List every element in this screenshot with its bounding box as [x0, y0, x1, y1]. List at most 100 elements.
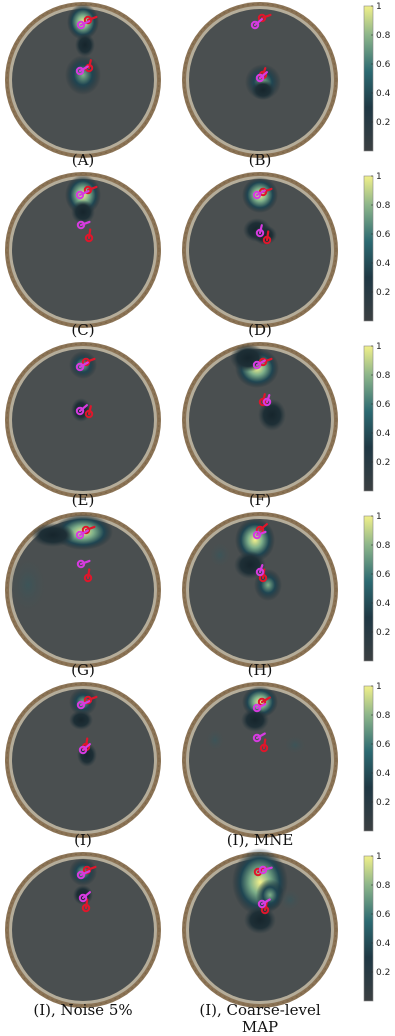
head-map-panel — [182, 172, 338, 328]
colorbar-tick-label: 0.4 — [376, 939, 391, 949]
estimate-marker — [252, 703, 262, 713]
true-source-marker — [81, 903, 91, 913]
brain-domain — [189, 179, 331, 321]
activity-blob — [75, 33, 95, 57]
estimate-marker — [75, 66, 85, 76]
head-map-panel — [5, 172, 161, 328]
estimate-marker — [75, 530, 85, 540]
colorbar-tick-label: 1 — [376, 172, 382, 182]
estimate-marker-stem — [78, 361, 89, 369]
brain-domain — [12, 179, 154, 321]
colorbar-tick-label: 0.6 — [376, 60, 391, 70]
panel-caption: (I), MNE — [226, 831, 294, 849]
colorbars: 10.80.60.40.210.80.60.40.210.80.60.40.21… — [363, 2, 391, 1002]
estimate-marker — [252, 190, 262, 200]
estimate-marker — [75, 362, 85, 372]
activity-blob — [251, 80, 275, 100]
colorbar-tick-label: 0.2 — [376, 288, 390, 298]
estimate-marker-stem — [255, 732, 266, 740]
head-map-panel — [5, 852, 161, 1008]
colorbar: 1 0.8 0.6 0.4 0.2 — [363, 2, 391, 152]
estimate-marker — [76, 20, 86, 30]
estimate-marker-stem — [258, 71, 268, 80]
colorbar-tick-label: 0.6 — [376, 230, 391, 240]
colorbar-tick-label: 0.4 — [376, 89, 391, 99]
panel-caption: (I), Coarse-level MAP — [199, 1001, 321, 1036]
estimate-marker-stem — [261, 866, 273, 872]
panel-grid — [5, 2, 338, 1008]
colorbar-tick-label: 0.4 — [376, 429, 391, 439]
colorbar-tick-label: 0.8 — [376, 31, 391, 41]
activity-blob — [258, 399, 286, 431]
colorbar-tick-label: 0.2 — [376, 968, 390, 978]
skull-texture — [183, 173, 337, 327]
true-source-marker-stem — [86, 695, 98, 702]
estimate-marker-stem — [253, 18, 263, 27]
head-map-panel — [182, 512, 338, 668]
estimate-marker — [76, 870, 86, 880]
estimate-marker-stem — [255, 359, 266, 367]
activity-blob — [65, 55, 101, 95]
estimate-marker — [252, 530, 262, 540]
colorbar-tick-label: 0.2 — [376, 118, 390, 128]
activity-blob — [77, 743, 97, 767]
colorbar-tick-label: 0.2 — [376, 458, 390, 468]
true-source-marker-stem — [260, 696, 271, 704]
estimate-marker — [76, 559, 86, 569]
brain-domain — [12, 519, 154, 661]
true-source-marker — [81, 357, 91, 367]
estimate-marker — [76, 700, 86, 710]
estimate-marker-stem — [78, 404, 88, 413]
estimate-marker-stem — [79, 559, 91, 566]
head-map-panel — [182, 2, 338, 158]
estimate-marker — [75, 190, 85, 200]
true-source-marker — [83, 185, 93, 195]
skull-texture — [6, 343, 160, 497]
estimate-marker — [255, 73, 265, 83]
colorbar-tick-label: 0.8 — [376, 711, 391, 721]
skull-texture — [183, 343, 337, 497]
colorbar: 1 0.8 0.6 0.4 0.2 — [363, 682, 391, 832]
panel-caption: (A) — [71, 151, 95, 169]
skull-texture — [6, 683, 160, 837]
colorbar-tick-label: 0.4 — [376, 259, 391, 269]
skull-texture — [6, 173, 160, 327]
head-map-panel — [5, 342, 161, 498]
head-map-panel — [5, 512, 161, 668]
colorbar-gradient — [363, 515, 374, 662]
colorbar: 1 0.8 0.6 0.4 0.2 — [363, 852, 391, 1002]
panel-caption: (H) — [247, 661, 273, 679]
true-source-marker — [259, 743, 269, 753]
colorbar-tick-label: 1 — [376, 512, 382, 522]
panel-caption: (I), Noise 5% — [33, 1001, 133, 1019]
true-source-marker-stem — [84, 737, 89, 749]
true-source-marker-stem — [84, 898, 89, 910]
activity-blob — [241, 708, 269, 732]
activity-blob — [230, 344, 266, 372]
estimate-marker — [75, 406, 85, 416]
activity-blob — [235, 518, 275, 562]
activity-blob — [254, 569, 282, 601]
colorbar-gradient — [363, 855, 374, 1002]
colorbar-tick-label: 0.8 — [376, 201, 391, 211]
estimate-marker-stem — [260, 898, 271, 906]
head-map-panel — [5, 682, 161, 838]
panel-caption: (C) — [71, 321, 95, 339]
skull-texture — [183, 683, 337, 837]
skull-texture — [6, 513, 160, 667]
estimate-marker-stem — [255, 530, 267, 537]
true-source-marker — [83, 695, 93, 705]
estimate-marker-stem — [81, 891, 91, 900]
skull-texture — [183, 513, 337, 667]
estimate-marker-stem — [78, 190, 90, 197]
colorbar-tick-label: 0.4 — [376, 599, 391, 609]
activity-blob — [69, 710, 93, 730]
true-source-marker — [81, 525, 91, 535]
true-source-marker-stem — [87, 228, 92, 240]
estimate-marker-stem — [79, 220, 91, 227]
colorbar-tick-label: 0.8 — [376, 541, 391, 551]
colorbar-tick-label: 1 — [376, 342, 382, 352]
panel-caption: (G) — [71, 661, 95, 679]
estimate-marker — [78, 745, 88, 755]
